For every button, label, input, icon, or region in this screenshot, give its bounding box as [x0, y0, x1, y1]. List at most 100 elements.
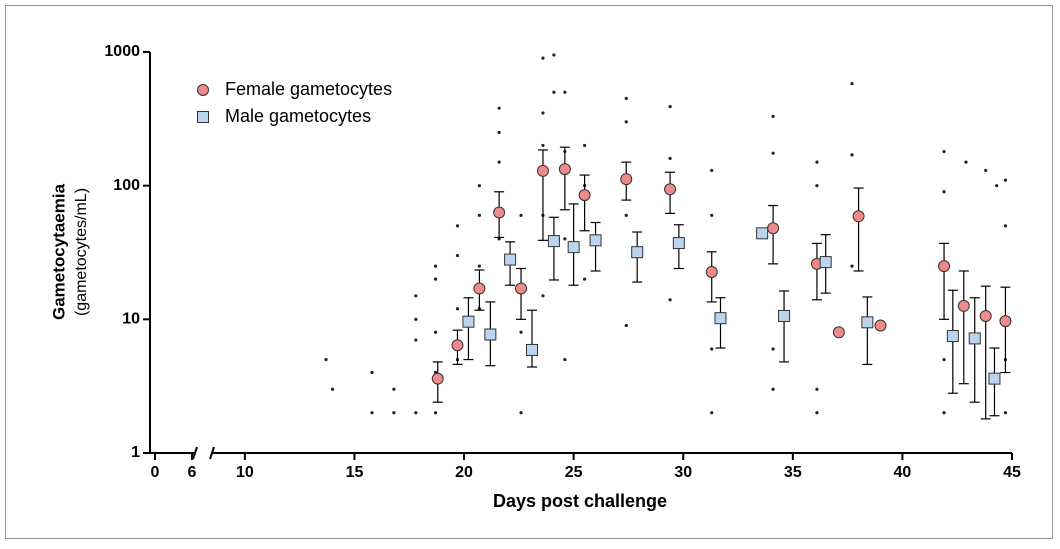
- legend-marker: [197, 84, 209, 96]
- individual-point: [942, 411, 946, 415]
- individual-point: [624, 323, 628, 328]
- individual-point: [414, 317, 418, 321]
- individual-point: [497, 237, 501, 241]
- marker: [874, 319, 887, 332]
- individual-point: [330, 387, 335, 391]
- marker: [515, 282, 528, 295]
- marker: [484, 328, 497, 341]
- individual-point: [1003, 224, 1008, 228]
- marker: [620, 173, 633, 186]
- marker: [832, 326, 845, 339]
- individual-point: [815, 387, 819, 391]
- individual-point: [433, 330, 438, 334]
- individual-point: [771, 387, 775, 391]
- marker: [852, 210, 865, 223]
- x-tick-label: 20: [455, 464, 473, 481]
- individual-point: [995, 184, 999, 188]
- x-tick-label: 30: [674, 464, 692, 481]
- marker: [979, 309, 992, 322]
- individual-point: [1003, 411, 1008, 415]
- individual-point: [392, 411, 396, 415]
- individual-point: [815, 411, 819, 415]
- individual-point: [668, 298, 672, 302]
- individual-point: [850, 264, 854, 268]
- axis-break: [192, 446, 198, 460]
- individual-point: [624, 213, 628, 217]
- y-tick-label: 1000: [104, 43, 140, 60]
- individual-point: [519, 330, 523, 334]
- individual-point: [455, 307, 460, 311]
- individual-point: [771, 151, 775, 155]
- marker: [819, 256, 832, 269]
- individual-point: [541, 111, 545, 115]
- x-tick-label: 10: [236, 464, 254, 481]
- x-tick-label: 40: [894, 464, 912, 481]
- individual-point: [552, 53, 556, 57]
- y-tick-label: 10: [122, 311, 140, 328]
- individual-point: [497, 106, 501, 110]
- x-tick-label: 35: [784, 464, 802, 481]
- marker: [988, 372, 1001, 385]
- individual-point: [563, 237, 567, 241]
- marker: [705, 266, 718, 279]
- y-axis-unit: (gametocytes/mL): [73, 188, 90, 316]
- individual-point: [392, 387, 396, 391]
- individual-point: [455, 224, 460, 228]
- individual-point: [414, 294, 418, 298]
- x-tick-label: 15: [346, 464, 364, 481]
- x-tick-label: 45: [1003, 464, 1021, 481]
- marker: [526, 343, 538, 356]
- individual-point: [477, 213, 481, 217]
- marker: [946, 330, 959, 343]
- marker: [999, 315, 1012, 328]
- axis-break: [209, 446, 215, 460]
- individual-point: [541, 56, 545, 60]
- individual-point: [497, 160, 501, 164]
- frame: [5, 5, 1053, 539]
- individual-point: [624, 120, 628, 124]
- marker: [664, 183, 677, 196]
- individual-point: [815, 160, 819, 164]
- marker: [968, 332, 981, 345]
- individual-point: [433, 411, 438, 415]
- individual-point: [710, 213, 714, 217]
- individual-point: [710, 411, 714, 415]
- marker: [558, 163, 571, 176]
- individual-point: [370, 411, 374, 415]
- y-tick-label: 100: [113, 177, 140, 194]
- marker: [431, 372, 444, 385]
- individual-point: [541, 143, 545, 148]
- individual-point: [942, 357, 946, 362]
- marker: [567, 241, 580, 254]
- marker: [714, 312, 727, 325]
- legend-marker: [197, 111, 209, 123]
- individual-point: [668, 156, 672, 160]
- marker: [778, 309, 791, 322]
- individual-point: [563, 90, 567, 94]
- marker: [957, 299, 970, 312]
- individual-point: [583, 143, 587, 148]
- individual-point: [1003, 178, 1008, 182]
- individual-point: [942, 190, 946, 194]
- individual-point: [964, 160, 968, 164]
- individual-point: [414, 411, 418, 415]
- marker: [451, 339, 464, 352]
- marker: [861, 316, 874, 329]
- marker: [767, 222, 780, 235]
- individual-point: [370, 370, 374, 375]
- legend-label: Male gametocytes: [225, 106, 371, 126]
- individual-point: [583, 277, 587, 281]
- individual-point: [850, 82, 854, 86]
- individual-point: [519, 213, 523, 217]
- marker: [504, 253, 517, 266]
- y-tick-label: 1: [131, 444, 140, 461]
- individual-point: [815, 184, 819, 188]
- individual-point: [563, 357, 567, 362]
- individual-point: [433, 277, 438, 281]
- individual-point: [710, 168, 714, 173]
- marker: [462, 315, 475, 328]
- individual-point: [414, 338, 418, 342]
- individual-point: [850, 153, 854, 157]
- individual-point: [519, 411, 523, 415]
